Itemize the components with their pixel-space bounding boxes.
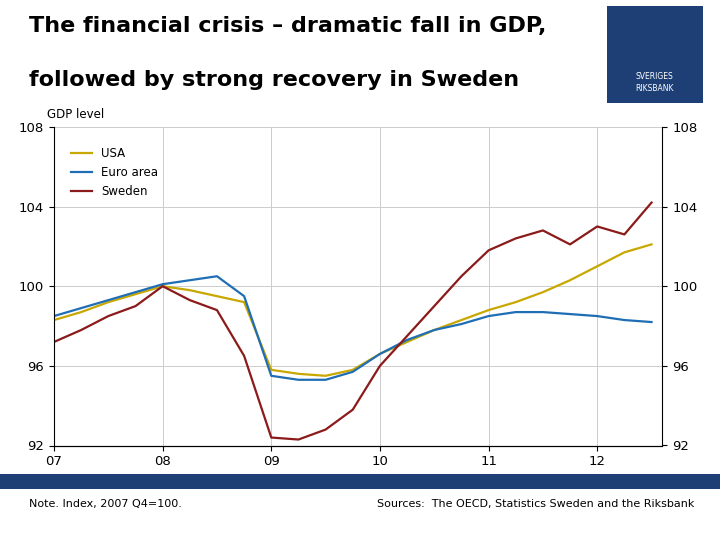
Text: The financial crisis – dramatic fall in GDP,: The financial crisis – dramatic fall in … (29, 16, 546, 36)
Text: SVERIGES
RIKSBANK: SVERIGES RIKSBANK (636, 72, 674, 93)
Text: Note. Index, 2007 Q4=100.: Note. Index, 2007 Q4=100. (29, 500, 181, 510)
Text: followed by strong recovery in Sweden: followed by strong recovery in Sweden (29, 70, 519, 90)
Text: Sources:  The OECD, Statistics Sweden and the Riksbank: Sources: The OECD, Statistics Sweden and… (377, 500, 695, 510)
Text: GDP level: GDP level (47, 109, 104, 122)
Legend: USA, Euro area, Sweden: USA, Euro area, Sweden (66, 143, 163, 202)
